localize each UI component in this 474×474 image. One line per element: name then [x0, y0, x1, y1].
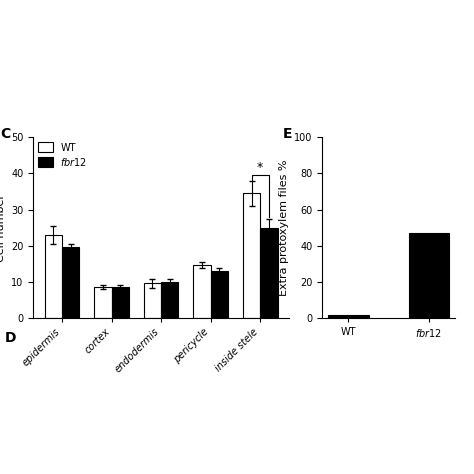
Bar: [112, 287, 129, 318]
Bar: [328, 315, 369, 318]
Bar: [409, 233, 449, 318]
Text: D: D: [5, 331, 16, 346]
Text: E: E: [283, 127, 292, 141]
Text: C: C: [0, 127, 10, 141]
Bar: [62, 247, 80, 318]
Bar: [94, 287, 112, 318]
Bar: [243, 193, 260, 318]
Bar: [161, 282, 179, 318]
Y-axis label: Extra protoxylem files %: Extra protoxylem files %: [279, 159, 289, 296]
Y-axis label: Cell number: Cell number: [0, 193, 6, 262]
Bar: [260, 228, 277, 318]
Bar: [193, 265, 210, 318]
Bar: [45, 235, 62, 318]
Legend: WT, $\mathit{fbr12}$: WT, $\mathit{fbr12}$: [38, 142, 88, 167]
Bar: [144, 283, 161, 318]
Text: *: *: [257, 161, 263, 174]
Bar: [210, 271, 228, 318]
